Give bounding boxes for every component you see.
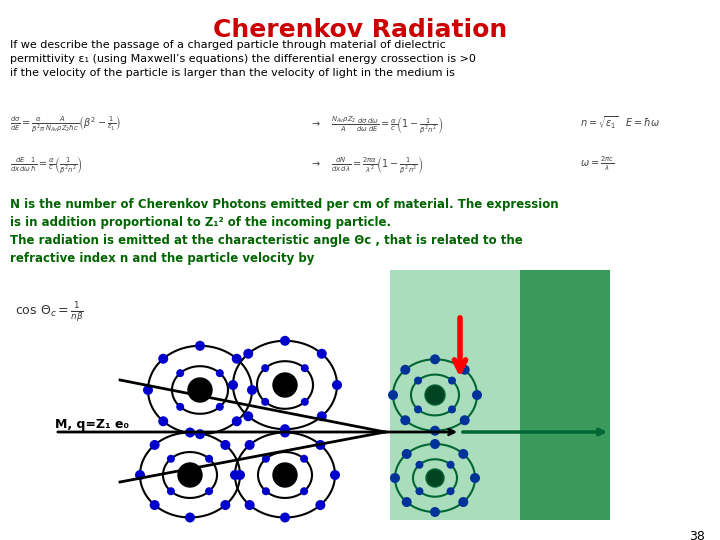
Circle shape — [415, 487, 423, 495]
Text: $\frac{dE}{dx\,d\omega}\frac{1}{\hbar} = \frac{\alpha}{c}\left(\frac{1}{\beta^2 : $\frac{dE}{dx\,d\omega}\frac{1}{\hbar} =… — [10, 155, 83, 176]
Text: $\rightarrow\quad \frac{dN}{dx\,d\lambda} = \frac{2\pi\alpha}{\lambda^2}\left(1 : $\rightarrow\quad \frac{dN}{dx\,d\lambda… — [310, 155, 423, 176]
Text: $\rightarrow\quad \frac{N_{Av}\rho Z_2}{A}\frac{d\sigma}{d\omega}\frac{d\omega}{: $\rightarrow\quad \frac{N_{Av}\rho Z_2}{… — [310, 115, 444, 137]
Circle shape — [235, 470, 245, 480]
Text: N is the number of Cherenkov Photons emitted per cm of material. The expression
: N is the number of Cherenkov Photons emi… — [10, 198, 559, 265]
Circle shape — [195, 429, 205, 439]
Circle shape — [317, 349, 327, 359]
Circle shape — [261, 398, 269, 406]
Circle shape — [150, 500, 160, 510]
Circle shape — [143, 385, 153, 395]
Text: $n = \sqrt{\epsilon_1}\quad E = \hbar\omega$: $n = \sqrt{\epsilon_1}\quad E = \hbar\om… — [580, 115, 660, 131]
Circle shape — [390, 473, 400, 483]
Circle shape — [400, 415, 410, 425]
Circle shape — [448, 376, 456, 384]
Circle shape — [216, 403, 224, 411]
Circle shape — [330, 470, 340, 480]
Circle shape — [205, 487, 213, 495]
Circle shape — [315, 500, 325, 510]
Circle shape — [414, 376, 422, 384]
Text: M, q=Z₁ e₀: M, q=Z₁ e₀ — [55, 418, 129, 431]
Circle shape — [459, 415, 469, 425]
Circle shape — [205, 455, 213, 463]
Circle shape — [262, 455, 270, 463]
Circle shape — [280, 428, 290, 437]
Circle shape — [280, 512, 290, 523]
Circle shape — [243, 349, 253, 359]
Circle shape — [261, 364, 269, 372]
Circle shape — [167, 487, 175, 495]
Text: 38: 38 — [689, 530, 705, 540]
Circle shape — [400, 364, 410, 375]
Circle shape — [414, 406, 422, 414]
Circle shape — [301, 364, 309, 372]
Circle shape — [247, 385, 257, 395]
Circle shape — [459, 449, 468, 459]
Text: $\frac{d\sigma}{dE} = \frac{\alpha}{\beta^2\pi} \frac{A}{N_{Av}\rho Z_2\hbar c}\: $\frac{d\sigma}{dE} = \frac{\alpha}{\bet… — [10, 115, 121, 135]
Circle shape — [402, 497, 412, 507]
Circle shape — [470, 473, 480, 483]
Circle shape — [158, 354, 168, 364]
Text: Cherenkov Radiation: Cherenkov Radiation — [213, 18, 507, 42]
Circle shape — [472, 390, 482, 400]
Circle shape — [230, 470, 240, 480]
Circle shape — [185, 428, 195, 437]
Circle shape — [430, 426, 440, 436]
Circle shape — [167, 455, 175, 463]
Circle shape — [446, 461, 454, 469]
Circle shape — [300, 455, 308, 463]
Circle shape — [388, 390, 398, 400]
Circle shape — [273, 373, 297, 397]
Circle shape — [176, 403, 184, 411]
Circle shape — [232, 416, 242, 426]
Circle shape — [317, 411, 327, 421]
Circle shape — [280, 424, 290, 434]
Circle shape — [430, 439, 440, 449]
Circle shape — [448, 406, 456, 414]
Circle shape — [402, 449, 412, 459]
Circle shape — [216, 369, 224, 377]
Circle shape — [245, 440, 255, 450]
Circle shape — [430, 507, 440, 517]
Circle shape — [188, 378, 212, 402]
Text: $\cos\,\Theta_c = \frac{1}{n\beta}$: $\cos\,\Theta_c = \frac{1}{n\beta}$ — [15, 300, 84, 325]
Circle shape — [273, 463, 297, 487]
Circle shape — [232, 354, 242, 364]
Circle shape — [150, 440, 160, 450]
Bar — [520, 270, 610, 520]
Circle shape — [280, 336, 290, 346]
Circle shape — [176, 369, 184, 377]
Text: If we describe the passage of a charged particle through material of dielectric
: If we describe the passage of a charged … — [10, 40, 476, 78]
Circle shape — [178, 463, 202, 487]
Circle shape — [220, 500, 230, 510]
Circle shape — [301, 398, 309, 406]
Circle shape — [426, 469, 444, 487]
Circle shape — [228, 380, 238, 390]
Bar — [390, 270, 520, 520]
Circle shape — [135, 470, 145, 480]
Circle shape — [185, 512, 195, 523]
Circle shape — [332, 380, 342, 390]
Circle shape — [245, 500, 255, 510]
Circle shape — [158, 416, 168, 426]
Circle shape — [425, 385, 445, 405]
Circle shape — [415, 461, 423, 469]
Circle shape — [459, 497, 468, 507]
Circle shape — [446, 487, 454, 495]
Circle shape — [195, 341, 205, 351]
Circle shape — [220, 440, 230, 450]
Circle shape — [262, 487, 270, 495]
Circle shape — [430, 354, 440, 364]
Text: $\omega = \frac{2\pi c}{\lambda}$: $\omega = \frac{2\pi c}{\lambda}$ — [580, 155, 614, 173]
Circle shape — [300, 487, 308, 495]
Circle shape — [459, 364, 469, 375]
Circle shape — [315, 440, 325, 450]
Circle shape — [243, 411, 253, 421]
